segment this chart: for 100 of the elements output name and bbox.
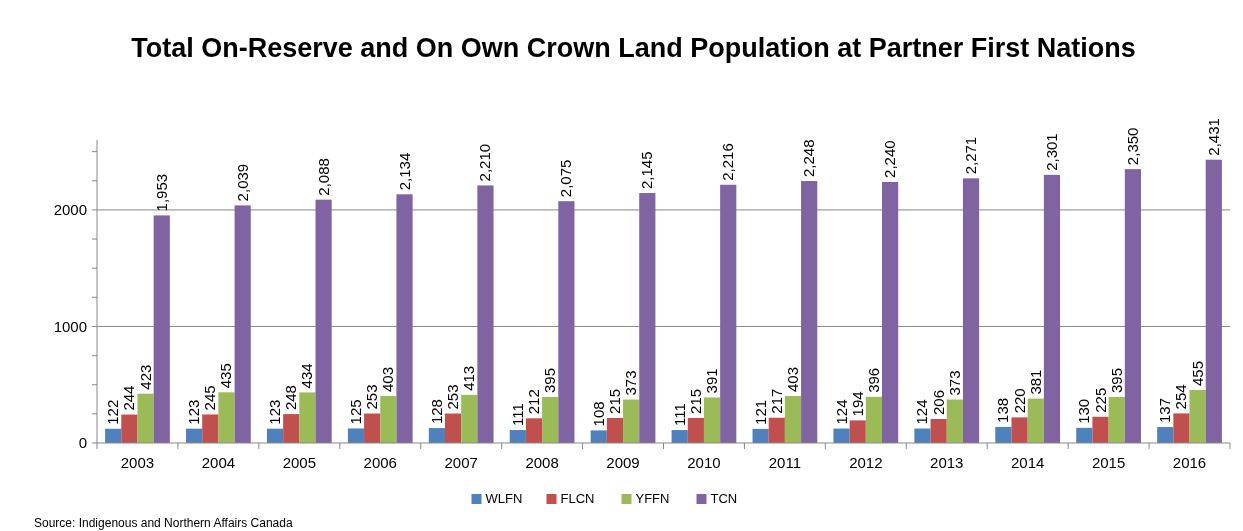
- bar: [1173, 413, 1190, 443]
- bar: [428, 428, 445, 443]
- bar: [396, 194, 413, 443]
- data-label: 2,039: [233, 163, 251, 202]
- data-label: 253: [363, 384, 381, 410]
- data-label: 111: [670, 403, 688, 427]
- bar: [1157, 427, 1174, 443]
- bar: [768, 417, 785, 443]
- bar: [509, 430, 526, 443]
- bar: [1076, 427, 1093, 443]
- x-tick-label: 2010: [687, 454, 721, 471]
- bar: [865, 396, 883, 443]
- x-tick-label: 2003: [120, 454, 155, 471]
- data-label: 253: [444, 384, 462, 410]
- data-label: 124: [832, 399, 850, 425]
- data-label: 215: [686, 388, 704, 414]
- bar: [720, 184, 737, 443]
- data-label: 434: [298, 363, 316, 389]
- data-label: 123: [185, 399, 203, 425]
- data-label: 455: [1188, 360, 1206, 386]
- bar: [752, 428, 769, 443]
- data-label: 125: [346, 399, 364, 425]
- bar: [315, 199, 332, 443]
- bar: [1108, 396, 1125, 443]
- bar: [1043, 174, 1061, 443]
- data-label: 212: [525, 389, 543, 415]
- data-label: 2,210: [476, 143, 494, 182]
- data-label: 423: [136, 364, 154, 390]
- data-label: 435: [217, 363, 235, 389]
- bar: [299, 392, 316, 443]
- bar: [137, 393, 154, 443]
- bar: [882, 181, 899, 443]
- data-label: 395: [1107, 367, 1125, 393]
- bar: [1189, 389, 1206, 443]
- bar: [914, 428, 931, 443]
- data-label: 381: [1026, 369, 1044, 395]
- data-label: 248: [282, 385, 300, 411]
- x-tick-label: 2015: [1091, 454, 1126, 471]
- x-tick-label: 2006: [363, 454, 397, 471]
- data-label: 396: [864, 367, 882, 393]
- bar: [283, 414, 300, 443]
- bar: [962, 178, 980, 443]
- y-tick-label: 0: [78, 434, 87, 452]
- data-label: 225: [1091, 387, 1109, 413]
- bar: [218, 392, 235, 443]
- data-label: 124: [913, 399, 931, 425]
- bar: [558, 201, 575, 443]
- bar: [121, 414, 138, 443]
- bar: [623, 399, 640, 443]
- bar: [1011, 417, 1028, 443]
- data-label: 2,248: [800, 139, 818, 178]
- data-label: 122: [104, 399, 122, 425]
- data-label: 137: [1156, 398, 1174, 424]
- data-label: 128: [427, 399, 445, 425]
- data-label: 2,301: [1042, 133, 1060, 171]
- legend-label: YFFN: [635, 491, 670, 506]
- legend-label: TCN: [710, 491, 738, 506]
- bar: [1092, 416, 1109, 443]
- x-tick-label: 2008: [525, 454, 559, 471]
- bar: [590, 430, 607, 443]
- bar: [995, 426, 1012, 443]
- bar: [364, 413, 381, 443]
- bar: [801, 181, 818, 443]
- data-label: 206: [929, 389, 947, 415]
- bar: [105, 428, 122, 443]
- x-tick-label: 2013: [930, 454, 964, 471]
- x-tick-label: 2016: [1172, 454, 1207, 471]
- data-label: 403: [783, 367, 801, 393]
- bar: [542, 396, 559, 443]
- data-label: 138: [994, 397, 1012, 423]
- bar: [687, 417, 704, 443]
- data-label: 2,216: [719, 143, 737, 181]
- data-label: 373: [622, 370, 640, 396]
- bar: [639, 193, 656, 443]
- data-label: 391: [703, 368, 721, 394]
- bar: [461, 394, 478, 443]
- data-label: 413: [460, 365, 478, 391]
- chart-title: Total On-Reserve and On Own Crown Land Population at Partner First Nations: [131, 33, 1136, 63]
- data-label: 2,240: [881, 140, 899, 178]
- x-tick-label: 2011: [768, 454, 802, 471]
- data-label: 220: [1010, 388, 1028, 414]
- data-label: 111: [508, 403, 526, 427]
- bar: [477, 185, 494, 443]
- source-note: Source: Indigenous and Northern Affairs Canada: [34, 516, 293, 530]
- bar: [444, 413, 462, 443]
- bar: [202, 414, 219, 443]
- bar: [946, 399, 963, 443]
- x-tick-label: 2014: [1010, 454, 1045, 471]
- bar: [930, 418, 947, 443]
- bar: [525, 418, 543, 443]
- data-label: 254: [1172, 384, 1190, 410]
- x-tick-label: 2005: [282, 454, 317, 471]
- bar: [186, 428, 203, 443]
- data-label: 123: [266, 399, 284, 425]
- data-label: 244: [120, 385, 138, 411]
- bar: [347, 428, 365, 443]
- legend-label: WLFN: [485, 491, 523, 506]
- y-tick-label: 2000: [53, 201, 87, 219]
- data-label: 2,271: [962, 136, 980, 175]
- data-label: 108: [589, 401, 607, 427]
